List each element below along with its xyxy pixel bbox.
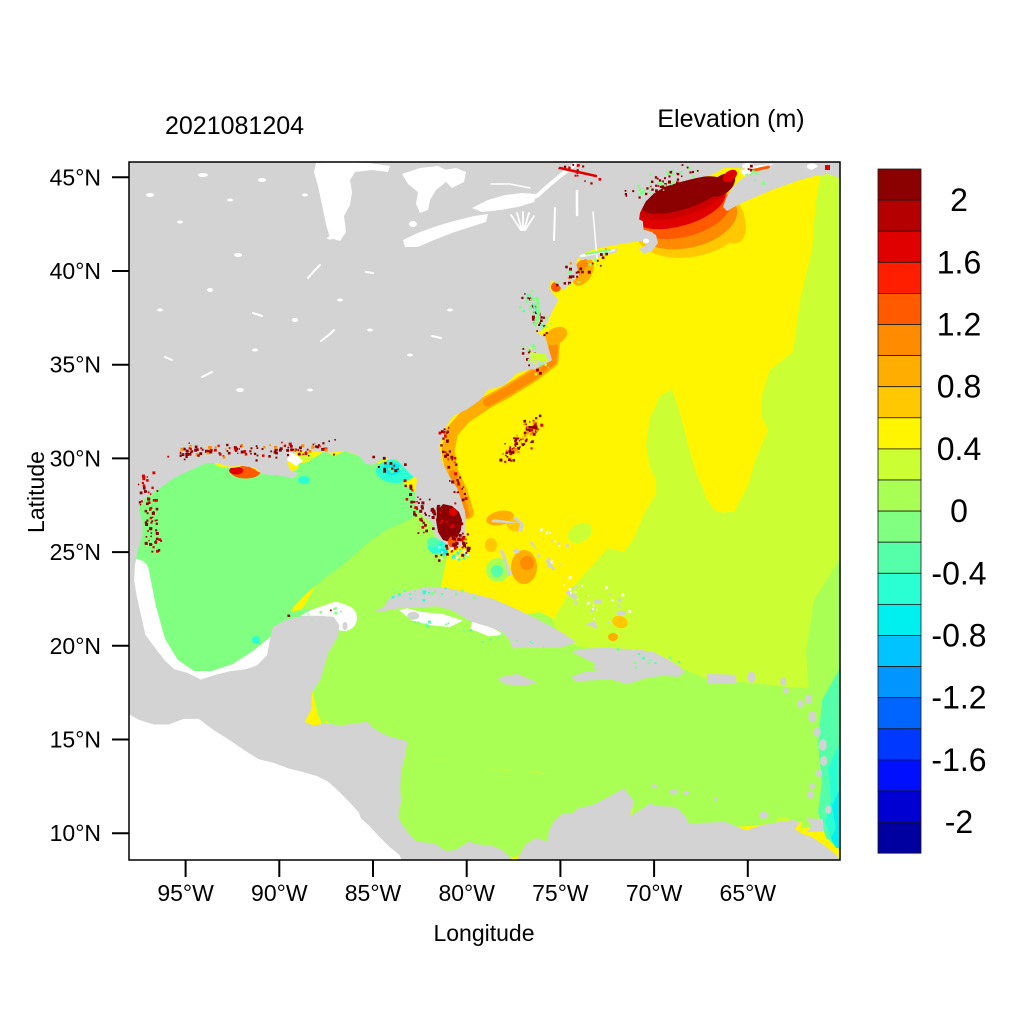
svg-text:15°N: 15°N <box>50 727 101 753</box>
svg-text:Longitude: Longitude <box>433 920 534 946</box>
svg-text:30°N: 30°N <box>50 445 101 471</box>
svg-text:Elevation (m): Elevation (m) <box>657 105 804 133</box>
svg-text:Latitude: Latitude <box>23 451 49 533</box>
svg-text:2021081204: 2021081204 <box>165 112 304 140</box>
svg-text:1.6: 1.6 <box>937 244 981 280</box>
svg-text:35°N: 35°N <box>50 352 101 378</box>
svg-text:65°W: 65°W <box>720 880 777 906</box>
svg-text:80°W: 80°W <box>438 880 495 906</box>
svg-text:-2: -2 <box>945 804 973 840</box>
svg-text:90°W: 90°W <box>251 880 308 906</box>
svg-text:1.2: 1.2 <box>937 307 981 343</box>
svg-text:85°W: 85°W <box>345 880 402 906</box>
svg-text:-1.6: -1.6 <box>931 742 986 778</box>
svg-text:0: 0 <box>950 493 968 529</box>
svg-text:40°N: 40°N <box>50 258 101 284</box>
svg-text:0.4: 0.4 <box>937 431 981 467</box>
svg-text:-0.8: -0.8 <box>931 618 986 654</box>
svg-text:25°N: 25°N <box>50 539 101 565</box>
svg-text:75°W: 75°W <box>532 880 589 906</box>
svg-text:95°W: 95°W <box>157 880 214 906</box>
svg-text:10°N: 10°N <box>50 820 101 846</box>
svg-text:-1.2: -1.2 <box>931 680 986 716</box>
svg-text:-0.4: -0.4 <box>931 555 986 591</box>
svg-text:20°N: 20°N <box>50 633 101 659</box>
svg-text:2: 2 <box>950 182 968 218</box>
svg-text:0.8: 0.8 <box>937 369 981 405</box>
svg-text:45°N: 45°N <box>50 164 101 190</box>
svg-text:70°W: 70°W <box>626 880 683 906</box>
